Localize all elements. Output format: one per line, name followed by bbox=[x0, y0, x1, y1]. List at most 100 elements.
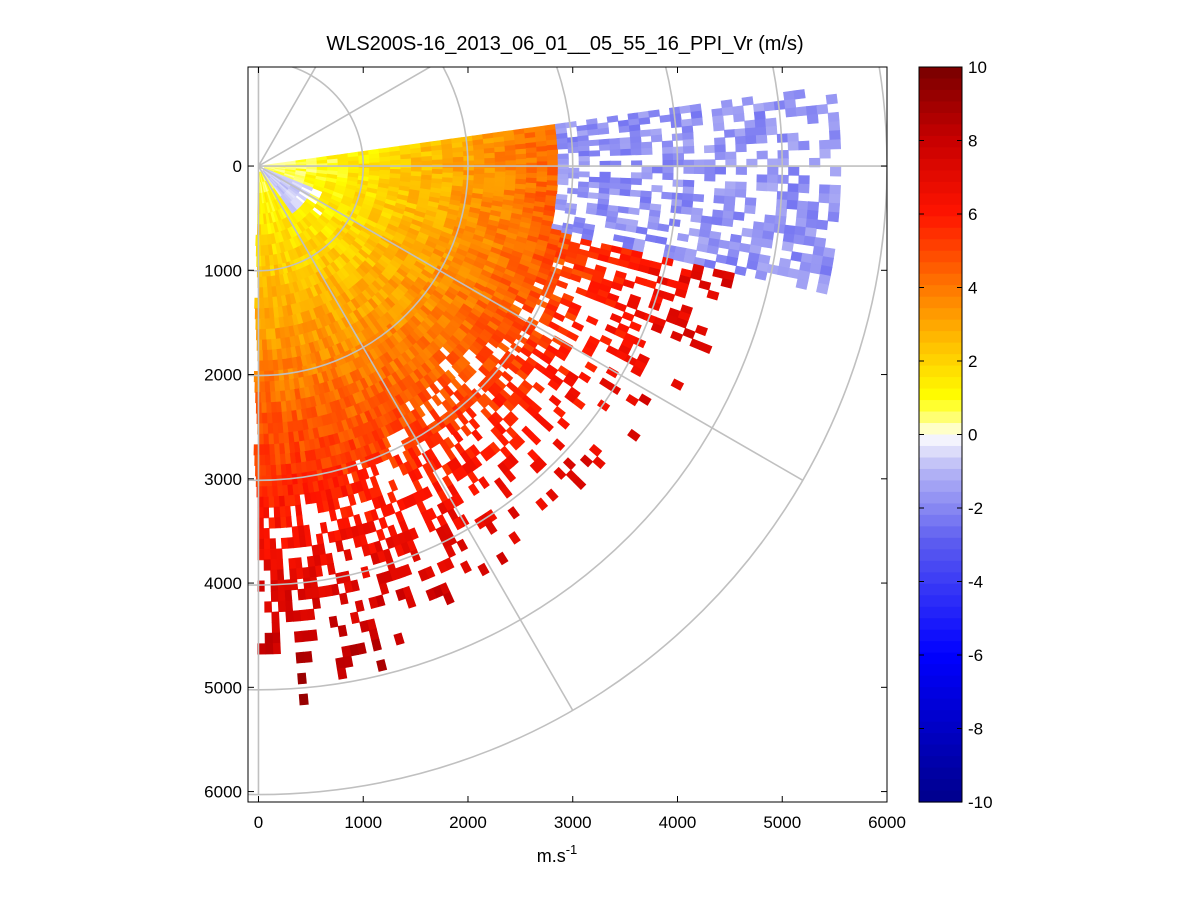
velocity-cell bbox=[326, 158, 339, 164]
velocity-cell bbox=[265, 465, 272, 477]
velocity-cell bbox=[620, 148, 632, 156]
velocity-cell bbox=[515, 158, 527, 165]
velocity-cell bbox=[557, 417, 571, 430]
velocity-cell bbox=[525, 142, 537, 149]
velocity-cell bbox=[357, 490, 368, 503]
velocity-cell bbox=[259, 381, 266, 393]
velocity-cell bbox=[829, 139, 842, 150]
velocity-cell bbox=[536, 156, 548, 163]
velocity-cell bbox=[262, 433, 269, 445]
velocity-cell bbox=[744, 119, 756, 129]
velocity-cell bbox=[278, 495, 286, 508]
velocity-cell bbox=[552, 311, 566, 323]
velocity-cell bbox=[588, 176, 601, 184]
colorbar-strip bbox=[919, 618, 962, 631]
velocity-cell bbox=[777, 174, 789, 184]
colorbar-strip bbox=[919, 526, 962, 539]
x-axis-label-exponent: -1 bbox=[566, 842, 578, 857]
velocity-cell bbox=[547, 170, 559, 177]
velocity-cell bbox=[264, 632, 273, 645]
velocity-cell bbox=[297, 588, 306, 601]
velocity-cell bbox=[777, 149, 789, 160]
velocity-cell bbox=[788, 166, 800, 176]
velocity-cell bbox=[359, 620, 370, 633]
velocity-cell bbox=[723, 129, 736, 138]
velocity-cell bbox=[746, 158, 758, 168]
velocity-cell bbox=[795, 106, 808, 117]
velocity-cell bbox=[795, 278, 809, 290]
velocity-cell bbox=[515, 148, 527, 155]
velocity-cell bbox=[263, 370, 270, 383]
colorbar-strip bbox=[919, 698, 962, 711]
velocity-cell bbox=[273, 443, 280, 456]
velocity-cell bbox=[431, 394, 443, 407]
x-tick-label: 5000 bbox=[763, 813, 801, 832]
velocity-cell bbox=[526, 157, 538, 164]
velocity-cell bbox=[272, 422, 279, 435]
velocity-cell bbox=[641, 172, 653, 180]
colorbar-strip bbox=[919, 170, 962, 183]
velocity-cell bbox=[263, 444, 270, 456]
colorbar-strip bbox=[919, 641, 962, 654]
velocity-cell bbox=[714, 151, 726, 161]
velocity-cell bbox=[276, 569, 285, 581]
velocity-cell bbox=[790, 251, 803, 263]
colorbar-strip bbox=[919, 101, 962, 114]
velocity-cell bbox=[273, 506, 281, 519]
velocity-cell bbox=[473, 173, 485, 180]
velocity-cell bbox=[316, 501, 325, 514]
colorbar-tick-label: -2 bbox=[968, 499, 983, 518]
velocity-cell bbox=[295, 651, 305, 664]
velocity-cell bbox=[494, 171, 506, 178]
velocity-cell bbox=[328, 509, 338, 522]
velocity-cell bbox=[721, 217, 734, 228]
velocity-cell bbox=[265, 475, 273, 487]
velocity-cell bbox=[460, 424, 472, 437]
velocity-cell bbox=[760, 238, 774, 249]
x-tick-label: 1000 bbox=[344, 813, 382, 832]
velocity-cell bbox=[262, 507, 270, 519]
velocity-cell bbox=[756, 182, 768, 192]
velocity-cell bbox=[526, 167, 538, 174]
velocity-cell bbox=[260, 328, 267, 341]
velocity-cell bbox=[828, 121, 841, 132]
x-axis-label-base: m.s bbox=[537, 846, 566, 866]
velocity-cell bbox=[536, 166, 548, 173]
colorbar-strip bbox=[919, 434, 962, 447]
velocity-cell bbox=[274, 517, 281, 529]
velocity-cell bbox=[268, 370, 275, 382]
velocity-cell bbox=[807, 201, 820, 212]
velocity-cell bbox=[508, 437, 521, 451]
colorbar-strip bbox=[919, 135, 962, 148]
velocity-cell bbox=[783, 224, 796, 236]
velocity-cell bbox=[641, 166, 653, 174]
velocity-cell bbox=[694, 324, 708, 337]
velocity-cell bbox=[525, 177, 538, 184]
velocity-cell bbox=[567, 187, 579, 195]
velocity-cell bbox=[682, 132, 694, 141]
velocity-cell bbox=[610, 281, 624, 292]
velocity-cell bbox=[463, 170, 475, 177]
velocity-cell bbox=[699, 342, 713, 354]
velocity-cell bbox=[579, 454, 594, 468]
velocity-cell bbox=[260, 391, 266, 404]
velocity-cell bbox=[588, 150, 601, 157]
velocity-cell bbox=[477, 562, 490, 577]
velocity-cell bbox=[505, 160, 517, 166]
velocity-cell bbox=[744, 127, 757, 137]
velocity-cell bbox=[288, 557, 297, 570]
velocity-cell bbox=[410, 166, 423, 173]
x-axis: 0 1000 2000 3000 4000 5000 6000 bbox=[254, 67, 906, 832]
velocity-cell bbox=[734, 128, 747, 138]
velocity-cell bbox=[535, 497, 549, 511]
velocity-cell bbox=[462, 150, 475, 157]
velocity-cell bbox=[598, 144, 611, 151]
velocity-cell bbox=[262, 349, 268, 362]
radial-line bbox=[257, 67, 317, 167]
velocity-cell bbox=[718, 239, 731, 250]
velocity-cell bbox=[809, 157, 821, 168]
radial-line bbox=[258, 165, 804, 481]
velocity-cell bbox=[618, 125, 631, 133]
colorbar-strip bbox=[919, 664, 962, 677]
velocity-cell bbox=[500, 485, 513, 499]
